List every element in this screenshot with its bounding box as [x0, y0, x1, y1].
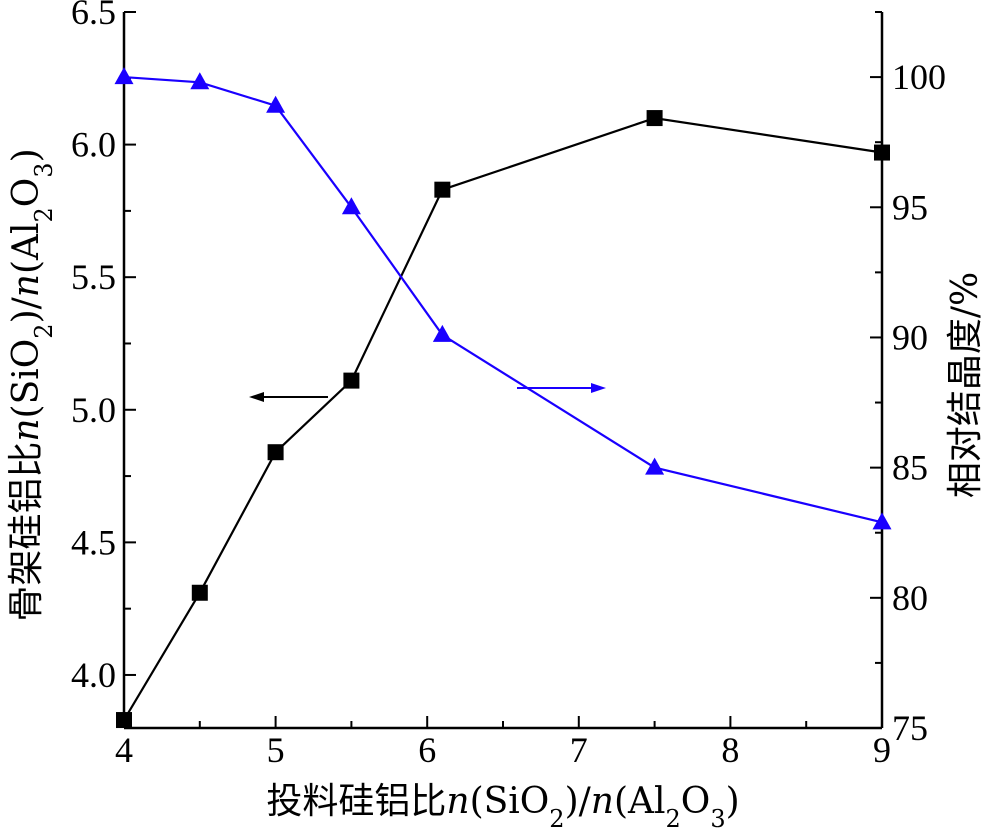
y-right-tick-label: 75	[892, 708, 928, 748]
x-tick-label: 4	[115, 730, 133, 770]
axes	[122, 12, 884, 730]
axis-title-part: 骨架硅铝比	[6, 442, 47, 622]
series-1-line	[123, 76, 883, 524]
axis-title-part: 2	[549, 805, 564, 833]
series-0-point	[267, 444, 284, 461]
x-tick-label: 8	[721, 730, 739, 770]
series-0-point	[646, 110, 663, 127]
axis-title-part: 3	[30, 162, 58, 177]
axis-title-part: 投料硅铝比	[266, 781, 446, 822]
axis-title-part: )	[6, 148, 47, 162]
series-1-point	[114, 67, 134, 85]
x-tick-label: 9	[873, 730, 891, 770]
series-1-point	[645, 457, 665, 475]
axis-title-part: 2	[666, 805, 681, 833]
series-1-point	[190, 72, 210, 90]
ticks: 4 5 6 7 8 9 4.0 4.5 5.0 5.5 6.0 6.5 75 80 85 90 95 100	[71, 0, 946, 770]
axis-title-part: (SiO	[470, 781, 550, 822]
axis-title-part: O	[6, 178, 47, 208]
y-right-tick-label: 85	[892, 448, 928, 488]
axis-title-part: )/	[6, 296, 47, 323]
x-axis-title: 投料硅铝比n(SiO2)/n(Al2O3)	[266, 781, 739, 833]
series-0-point	[434, 181, 451, 198]
series-0-point	[191, 584, 208, 601]
left-axis-arrowhead	[249, 392, 264, 402]
series-1-point	[432, 324, 452, 342]
y-left-tick-label: 4.0	[71, 655, 116, 695]
right-axis-arrowhead	[591, 383, 606, 393]
series-0-point	[116, 712, 132, 729]
axis-title-part: (Al	[6, 222, 47, 274]
axis-title-part: n	[6, 274, 47, 297]
x-tick-label: 5	[267, 730, 285, 770]
y-axis-right-title: 相对结晶度/%	[945, 272, 986, 498]
y-left-tick-label: 6.0	[71, 125, 116, 165]
axis-title-part: 3	[710, 805, 725, 833]
axis-title-part: n	[591, 781, 614, 822]
series-0-point	[343, 372, 360, 389]
y-right-tick-label: 100	[892, 57, 946, 97]
y-left-tick-label: 5.0	[71, 390, 116, 430]
y-right-tick-label: 95	[892, 187, 928, 227]
series-arrows	[249, 383, 606, 402]
y-left-tick-label: 4.5	[71, 522, 116, 562]
x-tick-label: 7	[570, 730, 588, 770]
axis-title-part: )/	[565, 781, 592, 822]
axis-title-part: n	[446, 781, 469, 822]
axis-title-part: (Al	[614, 781, 666, 822]
y-right-tick-label: 90	[892, 317, 928, 357]
y-axis-left-title: 骨架硅铝比n(SiO2)/n(Al2O3)	[6, 148, 58, 621]
x-tick-label: 6	[418, 730, 436, 770]
y-left-tick-label: 6.5	[71, 0, 116, 32]
axis-title-part: n	[6, 418, 47, 441]
series-1-point	[266, 95, 286, 113]
axis-title-part: O	[681, 781, 711, 822]
series-1-point	[341, 197, 361, 215]
series	[114, 67, 892, 729]
axis-title-part: (SiO	[6, 339, 47, 419]
axis-title-part: )	[726, 781, 740, 822]
series-1-point	[872, 512, 892, 530]
series-0-line	[123, 116, 883, 721]
y-right-tick-label: 80	[892, 578, 928, 618]
series-0-point	[874, 144, 890, 161]
y-left-tick-label: 5.5	[71, 257, 116, 297]
axis-title-part: 2	[30, 207, 58, 222]
axis-title-part: 2	[30, 323, 58, 338]
